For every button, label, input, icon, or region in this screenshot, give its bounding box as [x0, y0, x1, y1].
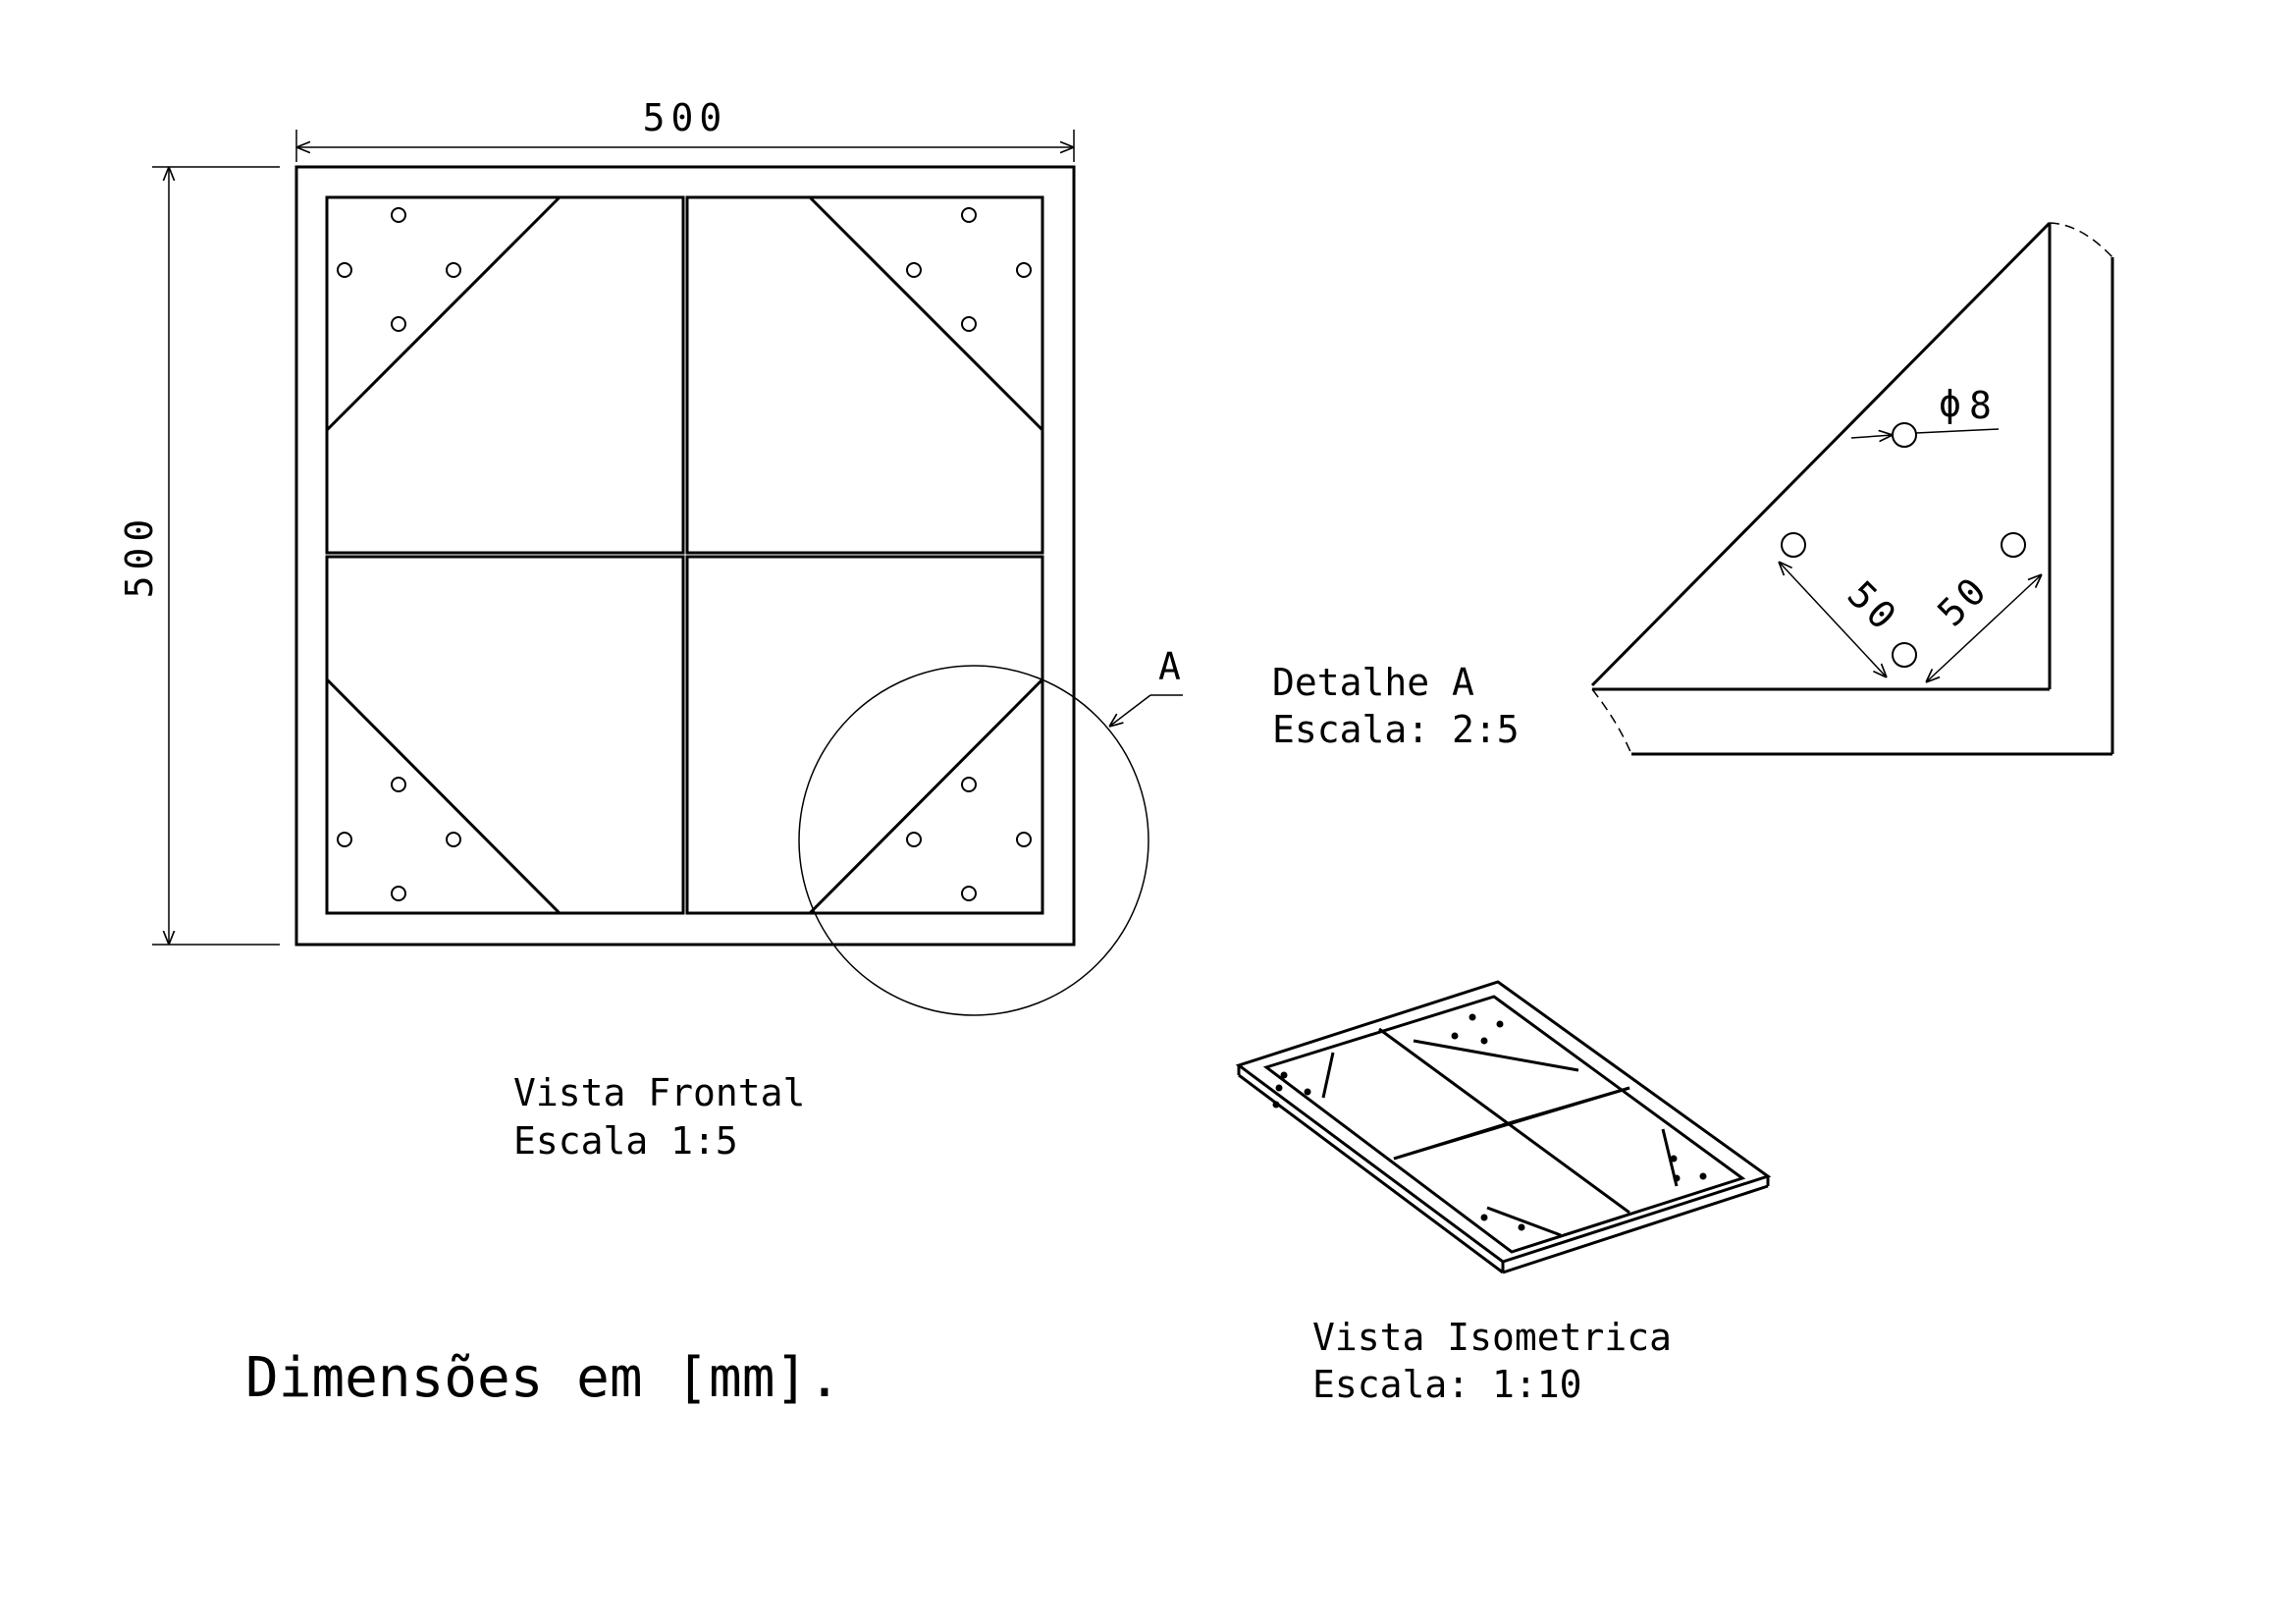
units-note: Dimensões em [mm].: [245, 1346, 841, 1410]
detail-hole-right: [2001, 532, 2026, 558]
panel-top-left: [325, 195, 685, 555]
detail-caption-2: Escala: 2:5: [1272, 708, 1520, 751]
iso-caption-2: Escala: 1:10: [1312, 1363, 1582, 1406]
detail-hole-top: [1892, 422, 1917, 448]
gusset-top-right: [808, 195, 1044, 432]
hole-diameter-label: 8: [1969, 384, 1992, 427]
spacing-dim-label-1: 50: [1840, 572, 1907, 640]
detail-circle-a: [798, 665, 1149, 1016]
hole-diameter-symbol: ϕ: [1939, 382, 1961, 425]
iso-caption-1: Vista Isometrica: [1312, 1316, 1672, 1359]
front-view: A 500 500 Vista Frontal Escala 1:5: [118, 96, 1183, 1163]
detail-caption-1: Detalhe A: [1272, 661, 1474, 704]
outer-frame: [294, 165, 1076, 947]
spacing-dim-label-2: 50: [1929, 567, 1997, 634]
isometric-view: Vista Isometrica Escala: 1:10: [1235, 980, 1772, 1406]
width-dimension-label: 500: [643, 96, 728, 139]
panel-bottom-right: [685, 555, 1044, 915]
detail-view-a: ϕ 8 50 50 Detalhe A Escala: 2:5: [1272, 221, 2114, 756]
detail-leader: [1109, 694, 1151, 727]
front-view-caption-1: Vista Frontal: [513, 1071, 805, 1114]
detail-hole-left: [1781, 532, 1806, 558]
gusset-bottom-left: [325, 677, 561, 915]
height-dimension-label: 500: [118, 514, 161, 599]
detail-hole-bottom: [1892, 642, 1917, 668]
gusset-bottom-right: [808, 677, 1044, 915]
spacing-dim-line-1: [1779, 562, 1887, 677]
isometric-bolt-dots: [1272, 1013, 1707, 1231]
front-view-caption-2: Escala 1:5: [513, 1119, 738, 1163]
gusset-holes: [337, 207, 1032, 901]
panel-bottom-left: [325, 555, 685, 915]
panel-top-right: [685, 195, 1044, 555]
gusset-top-left: [325, 195, 561, 432]
detail-marker-label: A: [1158, 645, 1181, 688]
spacing-dim-line-2: [1926, 574, 2042, 682]
